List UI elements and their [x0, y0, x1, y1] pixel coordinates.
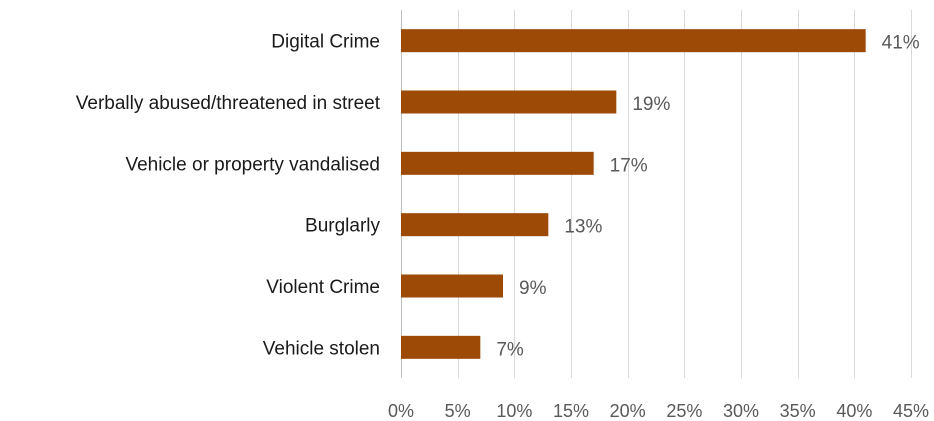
- gridlines: [401, 10, 912, 378]
- x-tick-label: 15%: [553, 401, 589, 421]
- bars: [401, 29, 866, 359]
- category-labels: Digital Crime Verbally abused/threatened …: [76, 32, 381, 360]
- bar: [401, 90, 617, 114]
- data-label: 19%: [632, 94, 670, 115]
- data-label: 9%: [519, 278, 547, 299]
- category-label: Vehicle stolen: [263, 338, 380, 359]
- category-label: Vehicle or property vandalised: [125, 154, 380, 175]
- category-label: Verbally abused/threatened in street: [76, 93, 381, 114]
- bar: [401, 29, 866, 53]
- data-label: 17%: [610, 155, 648, 176]
- bar: [401, 151, 594, 175]
- data-label: 13%: [564, 217, 602, 238]
- category-label: Digital Crime: [271, 32, 380, 53]
- data-label: 41%: [882, 33, 920, 54]
- x-tick-label: 5%: [445, 401, 471, 421]
- bar: [401, 213, 549, 237]
- data-labels: 41% 19% 17% 13% 9% 7%: [496, 33, 919, 361]
- x-tick-label: 45%: [893, 401, 929, 421]
- x-tick-labels: 0% 5% 10% 15% 20% 25% 30% 35% 40% 45%: [388, 401, 929, 421]
- x-tick-label: 30%: [723, 401, 759, 421]
- x-tick-label: 10%: [496, 401, 532, 421]
- bar: [401, 274, 503, 298]
- category-label: Burglarly: [305, 216, 380, 237]
- data-label: 7%: [496, 339, 524, 360]
- x-tick-label: 40%: [836, 401, 872, 421]
- category-label: Violent Crime: [266, 277, 380, 298]
- x-tick-label: 20%: [610, 401, 646, 421]
- x-tick-label: 35%: [780, 401, 816, 421]
- x-tick-label: 25%: [666, 401, 702, 421]
- bar: [401, 335, 481, 359]
- x-tick-label: 0%: [388, 401, 414, 421]
